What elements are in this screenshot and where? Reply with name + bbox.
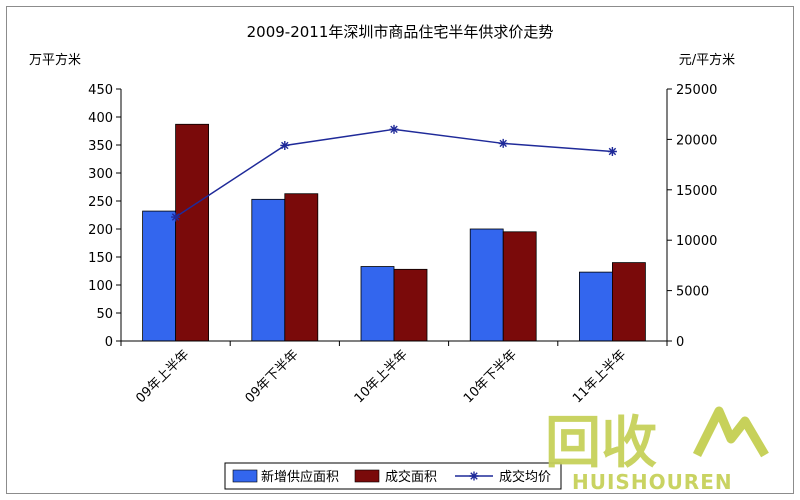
right-tick-label-15000: 15000 [676, 184, 717, 199]
watermark-person-icon [692, 406, 769, 458]
right-axis-unit: 元/平方米 [679, 52, 735, 68]
left-tick-label-0: 0 [105, 335, 113, 350]
chart-svg: 2009-2011年深圳市商品住宅半年供求价走势 万平方米 元/平方米 0 50 1… [29, 23, 769, 493]
price-point-1 [280, 140, 290, 150]
left-tick-label-400: 400 [88, 111, 113, 126]
line-price [175, 128, 613, 218]
x-category-label-1: 09年下半年 [243, 347, 302, 406]
right-tick-label-25000: 25000 [676, 83, 717, 98]
left-tick-label-200: 200 [88, 223, 113, 238]
bar-supply-2 [360, 266, 395, 342]
legend-box [224, 462, 562, 490]
price-point-2 [389, 124, 399, 134]
left-tick-label-350: 350 [88, 139, 113, 154]
left-tick-label-450: 450 [88, 83, 113, 98]
plot-area [142, 123, 646, 342]
bar-supply-4 [579, 271, 613, 342]
axes [116, 88, 672, 346]
watermark-chinese-text: 回收 [545, 411, 657, 476]
legend: 新增供应面积 成交面积 成交均价 [224, 462, 562, 490]
watermark-english-text: HUISHOUREN [572, 470, 733, 493]
chart-title: 2009-2011年深圳市商品住宅半年供求价走势 [247, 23, 554, 41]
bar-transaction-1 [284, 193, 319, 342]
left-tick-label-50: 50 [96, 307, 113, 322]
legend-swatch-supply [232, 469, 258, 483]
bar-transaction-3 [502, 231, 537, 342]
bar-supply-3 [469, 228, 504, 342]
watermark-logo: 回收 HUISHOUREN [545, 406, 769, 493]
left-axis-unit: 万平方米 [29, 52, 81, 68]
left-tick-label-100: 100 [88, 279, 113, 294]
price-point-3 [498, 138, 508, 148]
bar-transaction-2 [393, 268, 428, 342]
right-tick-label-10000: 10000 [676, 234, 717, 249]
legend-label-transaction: 成交面积 [385, 469, 437, 485]
bar-supply-1 [251, 198, 286, 342]
x-category-label-2: 10年上半年 [352, 347, 411, 406]
left-tick-label-300: 300 [88, 167, 113, 182]
legend-label-price: 成交均价 [499, 469, 551, 485]
chart-frame: 2009-2011年深圳市商品住宅半年供求价走势 万平方米 元/平方米 0 50 1… [6, 6, 794, 494]
legend-label-supply: 新增供应面积 [261, 469, 339, 485]
left-tick-label-250: 250 [88, 195, 113, 210]
bar-supply-0 [142, 210, 177, 342]
price-point-0 [171, 212, 181, 222]
x-category-label-0: 09年上半年 [133, 347, 192, 406]
x-category-label-4: 11年上半年 [570, 347, 629, 406]
right-tick-label-20000: 20000 [676, 133, 717, 148]
legend-marker-price [469, 471, 479, 481]
bar-transaction-0 [175, 123, 210, 342]
right-tick-label-5000: 5000 [676, 285, 709, 300]
bar-transaction-4 [612, 262, 646, 342]
price-point-4 [607, 146, 617, 156]
legend-swatch-transaction [354, 469, 380, 483]
x-category-label-3: 10年下半年 [461, 347, 520, 406]
left-tick-label-150: 150 [88, 251, 113, 266]
right-tick-label-0: 0 [676, 335, 684, 350]
